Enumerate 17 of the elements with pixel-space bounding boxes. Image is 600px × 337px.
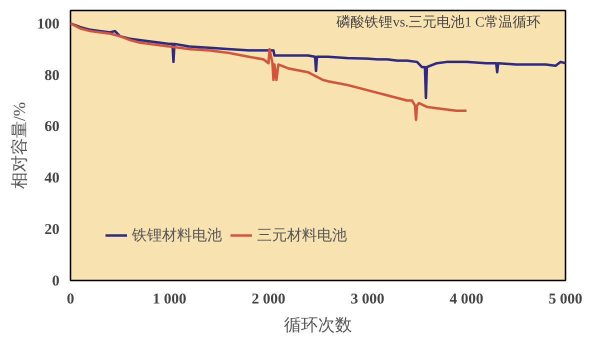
y-tick-label: 40 xyxy=(44,170,60,187)
y-tick-label: 80 xyxy=(44,68,60,84)
x-tick-label: 5 000 xyxy=(548,292,582,308)
y-tick-label: 100 xyxy=(37,16,60,32)
legend-label: 三元材料电池 xyxy=(257,226,347,244)
x-tick-label: 2 000 xyxy=(252,292,286,308)
legend-label: 铁锂材料电池 xyxy=(132,226,222,244)
x-tick-label: 0 xyxy=(66,292,74,308)
y-tick-label: 60 xyxy=(44,119,60,136)
y-axis-title: 相对容量/% xyxy=(10,102,29,189)
y-tick-label: 20 xyxy=(44,222,60,238)
x-tick-label: 3 000 xyxy=(350,292,384,308)
x-axis-title: 循环次数 xyxy=(284,316,352,334)
x-tick-label: 4 000 xyxy=(450,292,484,308)
x-tick-label: 1 000 xyxy=(152,292,186,308)
chart-title: 磷酸铁锂vs.三元电池1 C常温循环 xyxy=(336,14,541,30)
y-tick-label: 0 xyxy=(52,274,60,290)
